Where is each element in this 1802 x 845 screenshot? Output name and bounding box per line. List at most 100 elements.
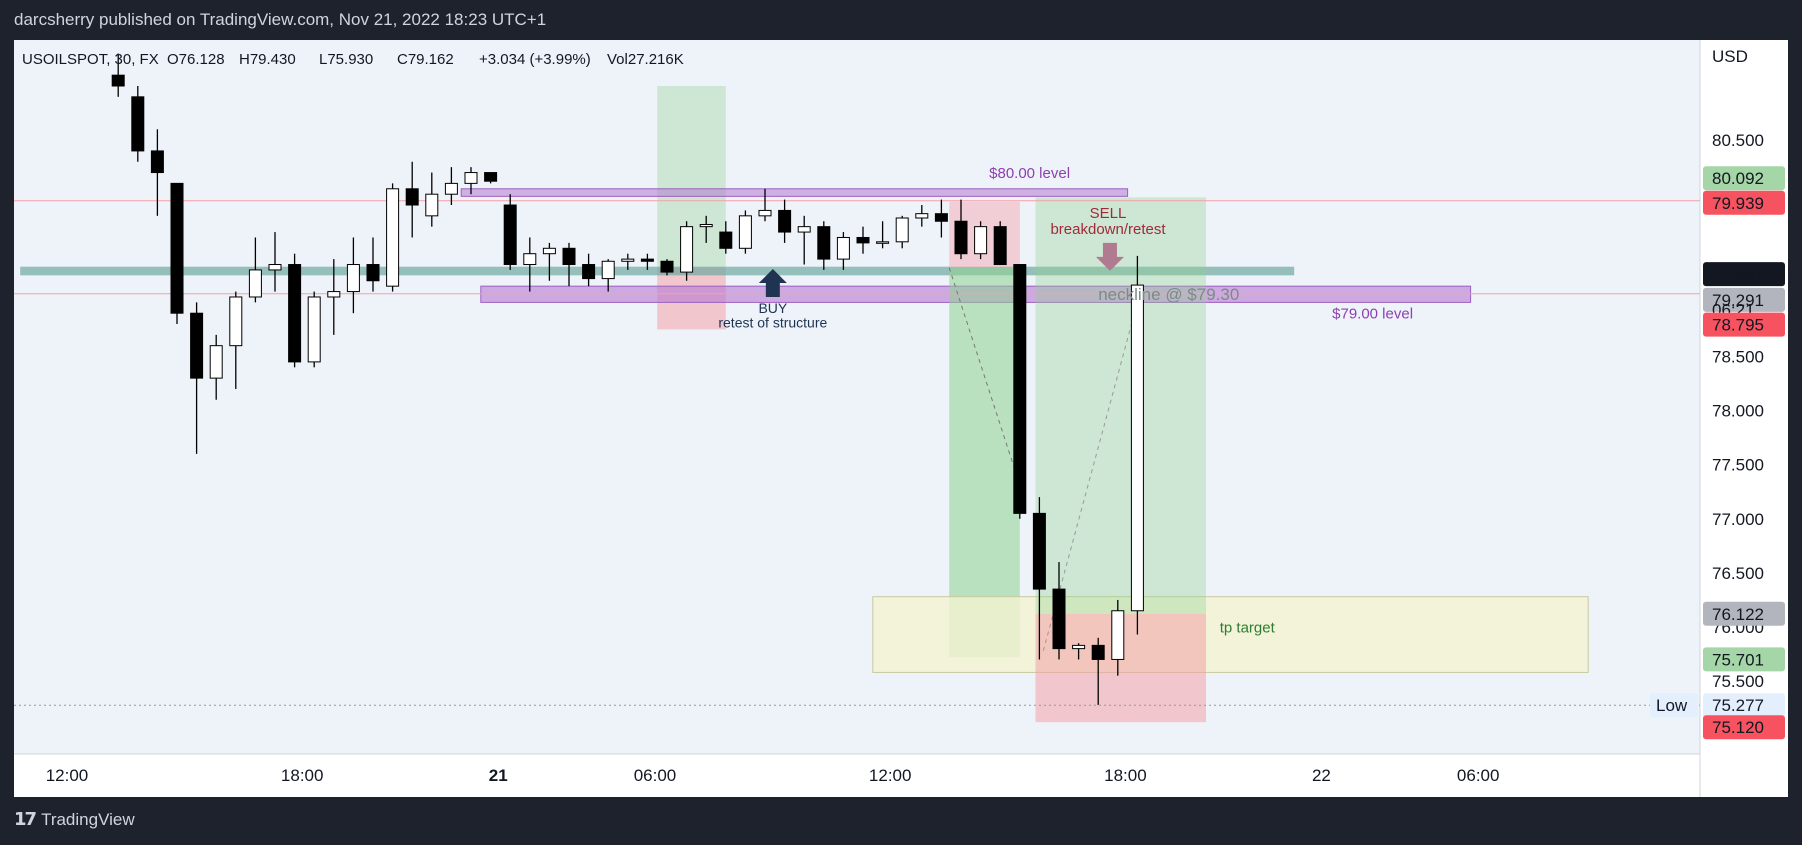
y-tick-label: 80.500 <box>1712 131 1764 150</box>
candle[interactable] <box>542 247 556 255</box>
candle[interactable] <box>817 226 831 260</box>
candle[interactable] <box>934 213 948 222</box>
neckline-band <box>20 266 1295 276</box>
candle[interactable] <box>738 215 752 249</box>
candle[interactable] <box>895 217 909 243</box>
candle[interactable] <box>1072 644 1086 650</box>
candle[interactable] <box>1091 644 1105 660</box>
buy-sublabel: retest of structure <box>718 314 827 330</box>
candle[interactable] <box>386 188 400 287</box>
candle[interactable] <box>327 291 341 298</box>
candle[interactable] <box>523 253 537 266</box>
candle[interactable] <box>1013 264 1027 514</box>
candle[interactable] <box>699 223 713 228</box>
buy-arrow-icon <box>758 268 787 297</box>
symbol-label: USOILSPOT, 30, FX <box>22 51 159 68</box>
candle[interactable] <box>621 258 635 262</box>
price-tag-79291-bg <box>1703 287 1785 312</box>
level-80-zone <box>460 188 1129 197</box>
candle[interactable] <box>405 188 419 206</box>
candle[interactable] <box>464 172 478 184</box>
publisher-text: darcsherry published on TradingView.com,… <box>14 10 547 29</box>
price-tag-79939: 79.939 <box>1712 194 1764 213</box>
candle[interactable] <box>915 213 929 219</box>
candle[interactable] <box>425 193 439 217</box>
price-tag-79291: 79.291 <box>1712 291 1764 310</box>
candle[interactable] <box>660 260 674 273</box>
sell-path-line <box>948 267 1025 498</box>
sell-target-zone <box>949 267 1020 658</box>
candle[interactable] <box>562 247 576 266</box>
candle[interactable] <box>993 226 1007 266</box>
candle[interactable] <box>190 312 204 379</box>
sell-label: SELL <box>1090 205 1127 222</box>
x-tick-label: 06:00 <box>1457 766 1500 785</box>
candle[interactable] <box>484 172 498 182</box>
candle[interactable] <box>1052 588 1066 650</box>
y-tick-label: 76.500 <box>1712 564 1764 583</box>
currency-label: USD <box>1712 47 1748 66</box>
y-tick-label: 77.000 <box>1712 510 1764 529</box>
ohlc-open: O76.128 <box>167 51 225 68</box>
candle[interactable] <box>758 209 772 217</box>
x-tick-label: 12:00 <box>46 766 89 785</box>
candle[interactable] <box>268 264 282 271</box>
candle[interactable] <box>876 241 890 244</box>
ohlc-change: +3.034 (+3.99%) <box>479 51 591 68</box>
tradingview-brand[interactable]: 𝟭𝟳 TradingView <box>14 809 135 830</box>
tradingview-logo-icon: 𝟭𝟳 <box>14 809 37 829</box>
candle[interactable] <box>582 264 596 280</box>
price-tag-75701: 75.701 <box>1712 650 1764 669</box>
price-tag-79939-bg <box>1703 190 1785 215</box>
candle[interactable] <box>601 260 615 280</box>
long-target-zone <box>1035 197 1206 614</box>
candle[interactable] <box>170 182 184 314</box>
candle[interactable] <box>974 226 988 255</box>
x-tick-label: 18:00 <box>281 766 324 785</box>
buy-label: BUY <box>758 300 787 316</box>
price-tag-75277: 75.277 <box>1712 696 1764 715</box>
candle[interactable] <box>248 269 262 298</box>
candle[interactable] <box>856 236 870 244</box>
candle[interactable] <box>150 150 164 174</box>
candle[interactable] <box>346 264 360 293</box>
low-tag: Low <box>1656 696 1688 715</box>
y-tick-label: 78.500 <box>1712 347 1764 366</box>
price-tag-75277-bg <box>1703 693 1785 718</box>
x-tick-label: 21 <box>489 766 508 785</box>
candle[interactable] <box>954 220 968 255</box>
y-tick-label: 78.000 <box>1712 402 1764 421</box>
candle[interactable] <box>131 96 145 152</box>
candle[interactable] <box>719 231 733 249</box>
candle[interactable] <box>229 296 243 347</box>
candle[interactable] <box>1130 284 1144 612</box>
price-chart[interactable]: $80.00 level $79.00 level neckline @ $79.3… <box>14 40 1788 797</box>
candle[interactable] <box>778 209 792 233</box>
candle[interactable] <box>640 258 654 262</box>
y-tick-label: 77.500 <box>1712 456 1764 475</box>
candle[interactable] <box>1111 610 1125 660</box>
candle[interactable] <box>836 236 850 260</box>
candle[interactable] <box>503 204 517 266</box>
x-tick-label: 18:00 <box>1104 766 1147 785</box>
candle[interactable] <box>680 226 694 273</box>
candle[interactable] <box>366 264 380 282</box>
footer-bar: 𝟭𝟳 TradingView <box>0 797 1802 845</box>
candle[interactable] <box>444 182 458 195</box>
candle[interactable] <box>307 296 321 363</box>
candle[interactable] <box>797 226 811 233</box>
candle[interactable] <box>209 345 223 379</box>
last-price-tag-bg <box>1703 262 1785 287</box>
time-axis[interactable] <box>14 754 1700 797</box>
sell-sublabel: breakdown/retest <box>1050 221 1166 238</box>
low-tag-bg <box>1650 693 1698 718</box>
price-tag-80092-bg <box>1703 166 1785 191</box>
last-price-tag: 79.307 <box>1712 265 1764 284</box>
price-tag-76122: 76.122 <box>1712 605 1764 624</box>
candle[interactable] <box>111 74 125 87</box>
price-tag-78795: 78.795 <box>1712 316 1764 335</box>
price-tag-78795-bg <box>1703 312 1785 337</box>
candle[interactable] <box>1032 512 1046 590</box>
tp-target-label: tp target <box>1220 619 1276 636</box>
candle[interactable] <box>288 264 302 363</box>
